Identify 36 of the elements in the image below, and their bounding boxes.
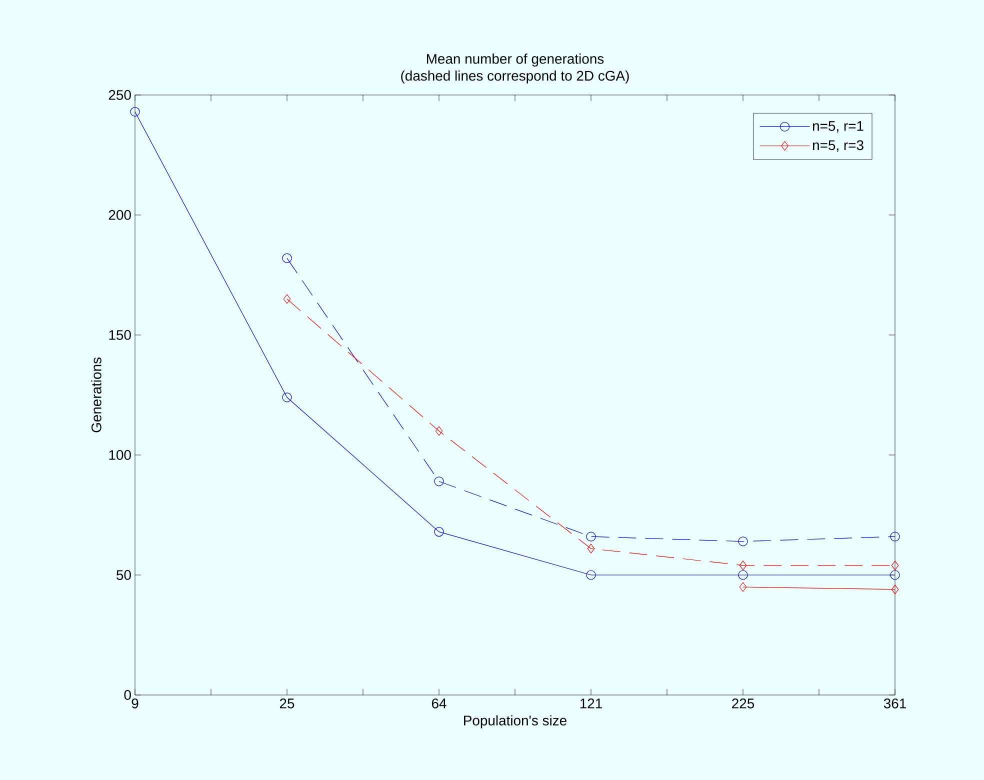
legend-label: n=5, r=1 [812, 121, 864, 133]
chart-subtitle: (dashed lines correspond to 2D cGA) [401, 70, 629, 84]
point [738, 536, 748, 546]
point [434, 526, 444, 537]
point [891, 584, 899, 594]
x-tick-label: 361 [884, 698, 906, 708]
x-axis-title: Population's size [464, 715, 566, 728]
point [130, 106, 140, 117]
point [739, 560, 747, 570]
point [586, 532, 596, 542]
chart-title: Mean number of generations [426, 54, 604, 67]
x-tick-label: 225 [732, 698, 754, 708]
point [282, 253, 292, 263]
y-tick-label: 0 [124, 690, 131, 700]
point [282, 392, 292, 402]
x-tick-label: 121 [580, 698, 602, 708]
point [891, 560, 899, 570]
point [739, 582, 747, 592]
x-tick-label: 9 [132, 698, 138, 708]
y-tick-label: 100 [109, 450, 131, 460]
x-tick-label: 25 [280, 698, 294, 708]
point [434, 476, 444, 486]
point [283, 294, 291, 304]
point [890, 570, 900, 580]
point [587, 544, 595, 554]
y-tick-label: 250 [108, 90, 131, 100]
y-axis-title: Generations [91, 358, 102, 432]
point [586, 570, 596, 580]
x-tick-label: 64 [432, 698, 446, 708]
point [435, 426, 443, 436]
y-tick-label: 200 [108, 210, 131, 220]
y-tick-label: 50 [116, 570, 131, 580]
legend-label: n=5, r=3 [812, 140, 864, 152]
y-tick-label: 150 [109, 330, 131, 340]
point [890, 532, 900, 542]
point [738, 570, 748, 580]
